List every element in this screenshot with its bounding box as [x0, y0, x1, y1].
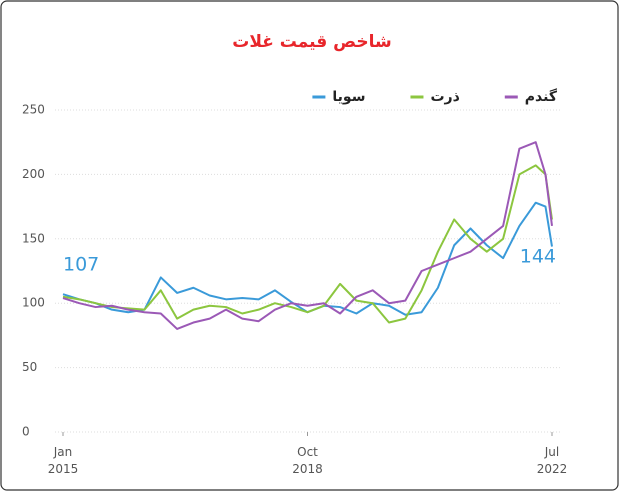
y-tick-label: 200: [22, 167, 45, 181]
legend-label: ذرت: [430, 89, 459, 105]
chart-title: شاخص قیمت غلات: [232, 32, 391, 52]
series-line: [62, 141, 553, 330]
x-tick-label: Oct 2018: [292, 445, 323, 476]
annotation: 144: [520, 246, 556, 268]
annotation: 107: [63, 254, 99, 276]
series-line: [62, 164, 553, 324]
x-tick-label: Jan 2015: [48, 445, 79, 476]
y-tick-label: 50: [22, 360, 37, 374]
y-tick-label: 250: [22, 103, 45, 117]
y-tick-label: 0: [22, 425, 30, 439]
y-tick-label: 100: [22, 296, 45, 310]
x-tick-label: Jul 2022: [537, 445, 568, 476]
legend-label: گندم: [525, 88, 558, 105]
y-tick-label: 150: [22, 231, 45, 245]
legend-label: سویا: [332, 89, 365, 105]
